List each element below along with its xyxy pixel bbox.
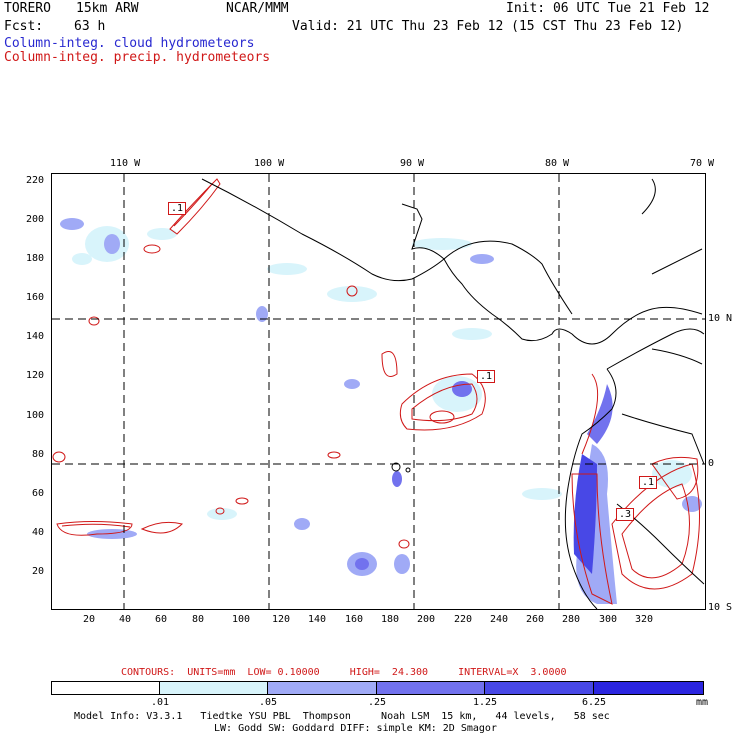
y-tick: 20	[32, 566, 45, 577]
colorbar-bin	[377, 682, 485, 694]
y-tick: 180	[26, 253, 45, 264]
x-tick: 140	[308, 614, 327, 625]
legend-cloud: Column-integ. cloud hydrometeors	[4, 36, 255, 51]
x-tick: 40	[119, 614, 132, 625]
map-canvas	[52, 174, 705, 609]
coastlines	[201, 178, 705, 609]
x-tick: 80	[192, 614, 205, 625]
cloud-shading	[60, 218, 702, 604]
fcst-label: Fcst:	[4, 19, 44, 34]
y-tick: 60	[32, 488, 45, 499]
x-tick: 280	[562, 614, 581, 625]
x-tick: 320	[635, 614, 654, 625]
y-tick: 40	[32, 527, 45, 538]
contour-label: .1	[639, 476, 658, 489]
init-time: Init: 06 UTC Tue 21 Feb 12	[506, 1, 710, 16]
x-tick: 300	[599, 614, 618, 625]
y-tick: 120	[26, 370, 45, 381]
colorbar-label: .25	[368, 697, 387, 708]
contour-label: .3	[616, 508, 635, 521]
x-tick: 180	[381, 614, 400, 625]
y-tick: 100	[26, 410, 45, 421]
lat-label-0: 0	[708, 458, 715, 469]
colorbar-label: 6.25	[582, 697, 607, 708]
lon-label-110w: 110 W	[110, 158, 141, 169]
y-tick: 200	[26, 214, 45, 225]
colorbar-bin	[52, 682, 160, 694]
x-tick: 200	[417, 614, 436, 625]
y-tick: 220	[26, 175, 45, 186]
valid-time: Valid: 21 UTC Thu 23 Feb 12 (15 CST Thu …	[292, 19, 684, 34]
lon-label-90w: 90 W	[400, 158, 425, 169]
lat-label-10n: 10 N	[708, 313, 733, 324]
legend-precip: Column-integ. precip. hydrometeors	[4, 50, 271, 65]
colorbar-bin	[485, 682, 594, 694]
model-info: Model Info: V3.3.1 Tiedtke YSU PBL Thomp…	[74, 711, 610, 722]
model-resolution: 15km ARW	[76, 1, 139, 16]
x-tick: 160	[345, 614, 364, 625]
fcst-value: 63 h	[74, 19, 106, 34]
contour-label: .1	[477, 370, 496, 383]
colorbar-label: 1.25	[473, 697, 498, 708]
x-tick: 100	[232, 614, 251, 625]
colorbar-units: mm	[696, 697, 709, 708]
colorbar-bin	[268, 682, 377, 694]
lon-label-70w: 70 W	[690, 158, 715, 169]
x-tick: 220	[454, 614, 473, 625]
model-center: NCAR/MMM	[226, 1, 289, 16]
lat-label-10s: 10 S	[708, 602, 733, 613]
colorbar	[51, 681, 704, 695]
lon-label-80w: 80 W	[545, 158, 570, 169]
colorbar-label: .01	[151, 697, 170, 708]
colorbar-bin	[594, 682, 703, 694]
x-tick: 20	[83, 614, 96, 625]
contours-info: CONTOURS: UNITS=mm LOW= 0.10000 HIGH= 24…	[121, 667, 567, 678]
lon-label-100w: 100 W	[254, 158, 285, 169]
map-panel: .1 .1 .1 .3	[51, 173, 706, 610]
x-tick: 120	[272, 614, 291, 625]
y-tick: 140	[26, 331, 45, 342]
x-tick: 60	[155, 614, 168, 625]
y-tick: 80	[32, 449, 45, 460]
model-name: TORERO	[4, 1, 51, 16]
colorbar-bin	[160, 682, 268, 694]
model-physics: LW: Godd SW: Goddard DIFF: simple KM: 2D…	[214, 723, 497, 734]
colorbar-label: .05	[259, 697, 278, 708]
contour-label: .1	[168, 202, 187, 215]
x-tick: 240	[490, 614, 509, 625]
x-tick: 260	[526, 614, 545, 625]
grid-lines	[52, 174, 705, 609]
y-tick: 160	[26, 292, 45, 303]
